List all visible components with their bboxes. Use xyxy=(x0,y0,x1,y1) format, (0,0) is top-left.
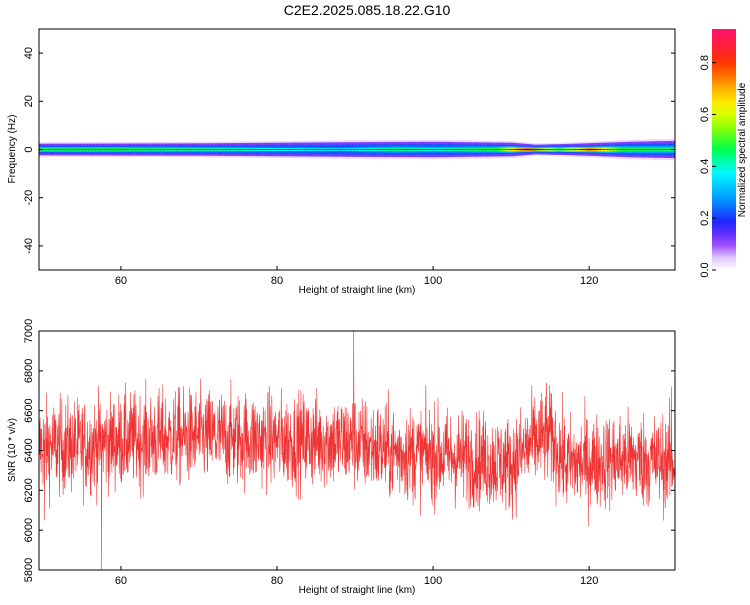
spectrogram-y-tick-label: 20 xyxy=(23,95,35,107)
colorbar-tick-label: 0.6 xyxy=(699,107,711,122)
colorbar-tick-label: 0.2 xyxy=(699,211,711,226)
snr-panel: 60 80 100 120 5800600062006400660068007000 … xyxy=(7,319,676,596)
spectrogram-y-label: Frequency (Hz) xyxy=(7,115,18,184)
snr-x-tick-label: 80 xyxy=(271,575,283,587)
colorbar: 0.0 0.2 0.4 0.6 0.8 Normalized spectral ampl… xyxy=(699,29,748,278)
snr-x-tick-label: 120 xyxy=(580,575,598,587)
snr-series-line xyxy=(39,331,675,570)
colorbar-tick-label: 0.8 xyxy=(699,55,711,70)
colorbar-gradient xyxy=(712,29,736,270)
spectrogram-panel: 60 80 100 120 -40 -20 0 20 40 Height of straigh… xyxy=(7,28,676,296)
spectrogram-x-tick-label: 60 xyxy=(115,275,127,287)
spectrogram-y-tick-label: 40 xyxy=(23,47,35,59)
spectrogram-y-tick-label: 0 xyxy=(23,146,35,152)
snr-x-label: Height of straight line (km) xyxy=(299,585,416,596)
spectrogram-y-tick-label: -20 xyxy=(23,190,35,206)
colorbar-tick-label: 0.4 xyxy=(699,159,711,174)
spectrogram-y-tick-label: -40 xyxy=(23,238,35,254)
snr-x-tick-label: 60 xyxy=(115,575,127,587)
snr-y-tick-label: 5800 xyxy=(23,558,35,582)
colorbar-label: Normalized spectral amplitude xyxy=(737,82,748,217)
chart-title: C2E2.2025.085.18.22.G10 xyxy=(284,2,451,18)
spectrogram-x-tick-label: 100 xyxy=(424,275,442,287)
colorbar-tick-label: 0.0 xyxy=(699,262,711,277)
snr-y-tick-label: 6400 xyxy=(23,438,35,462)
snr-y-tick-label: 6800 xyxy=(23,359,35,383)
snr-y-tick-label: 7000 xyxy=(23,319,35,343)
snr-y-tick-label: 6200 xyxy=(23,478,35,502)
snr-y-tick-label: 6600 xyxy=(23,398,35,422)
spectrogram-x-tick-label: 120 xyxy=(580,275,598,287)
snr-y-label: SNR (10 * v/v) xyxy=(7,418,18,482)
spectrogram-x-tick-label: 80 xyxy=(271,275,283,287)
spectrogram-x-label: Height of straight line (km) xyxy=(299,285,416,296)
snr-y-tick-label: 6000 xyxy=(23,518,35,542)
snr-x-tick-label: 100 xyxy=(424,575,442,587)
